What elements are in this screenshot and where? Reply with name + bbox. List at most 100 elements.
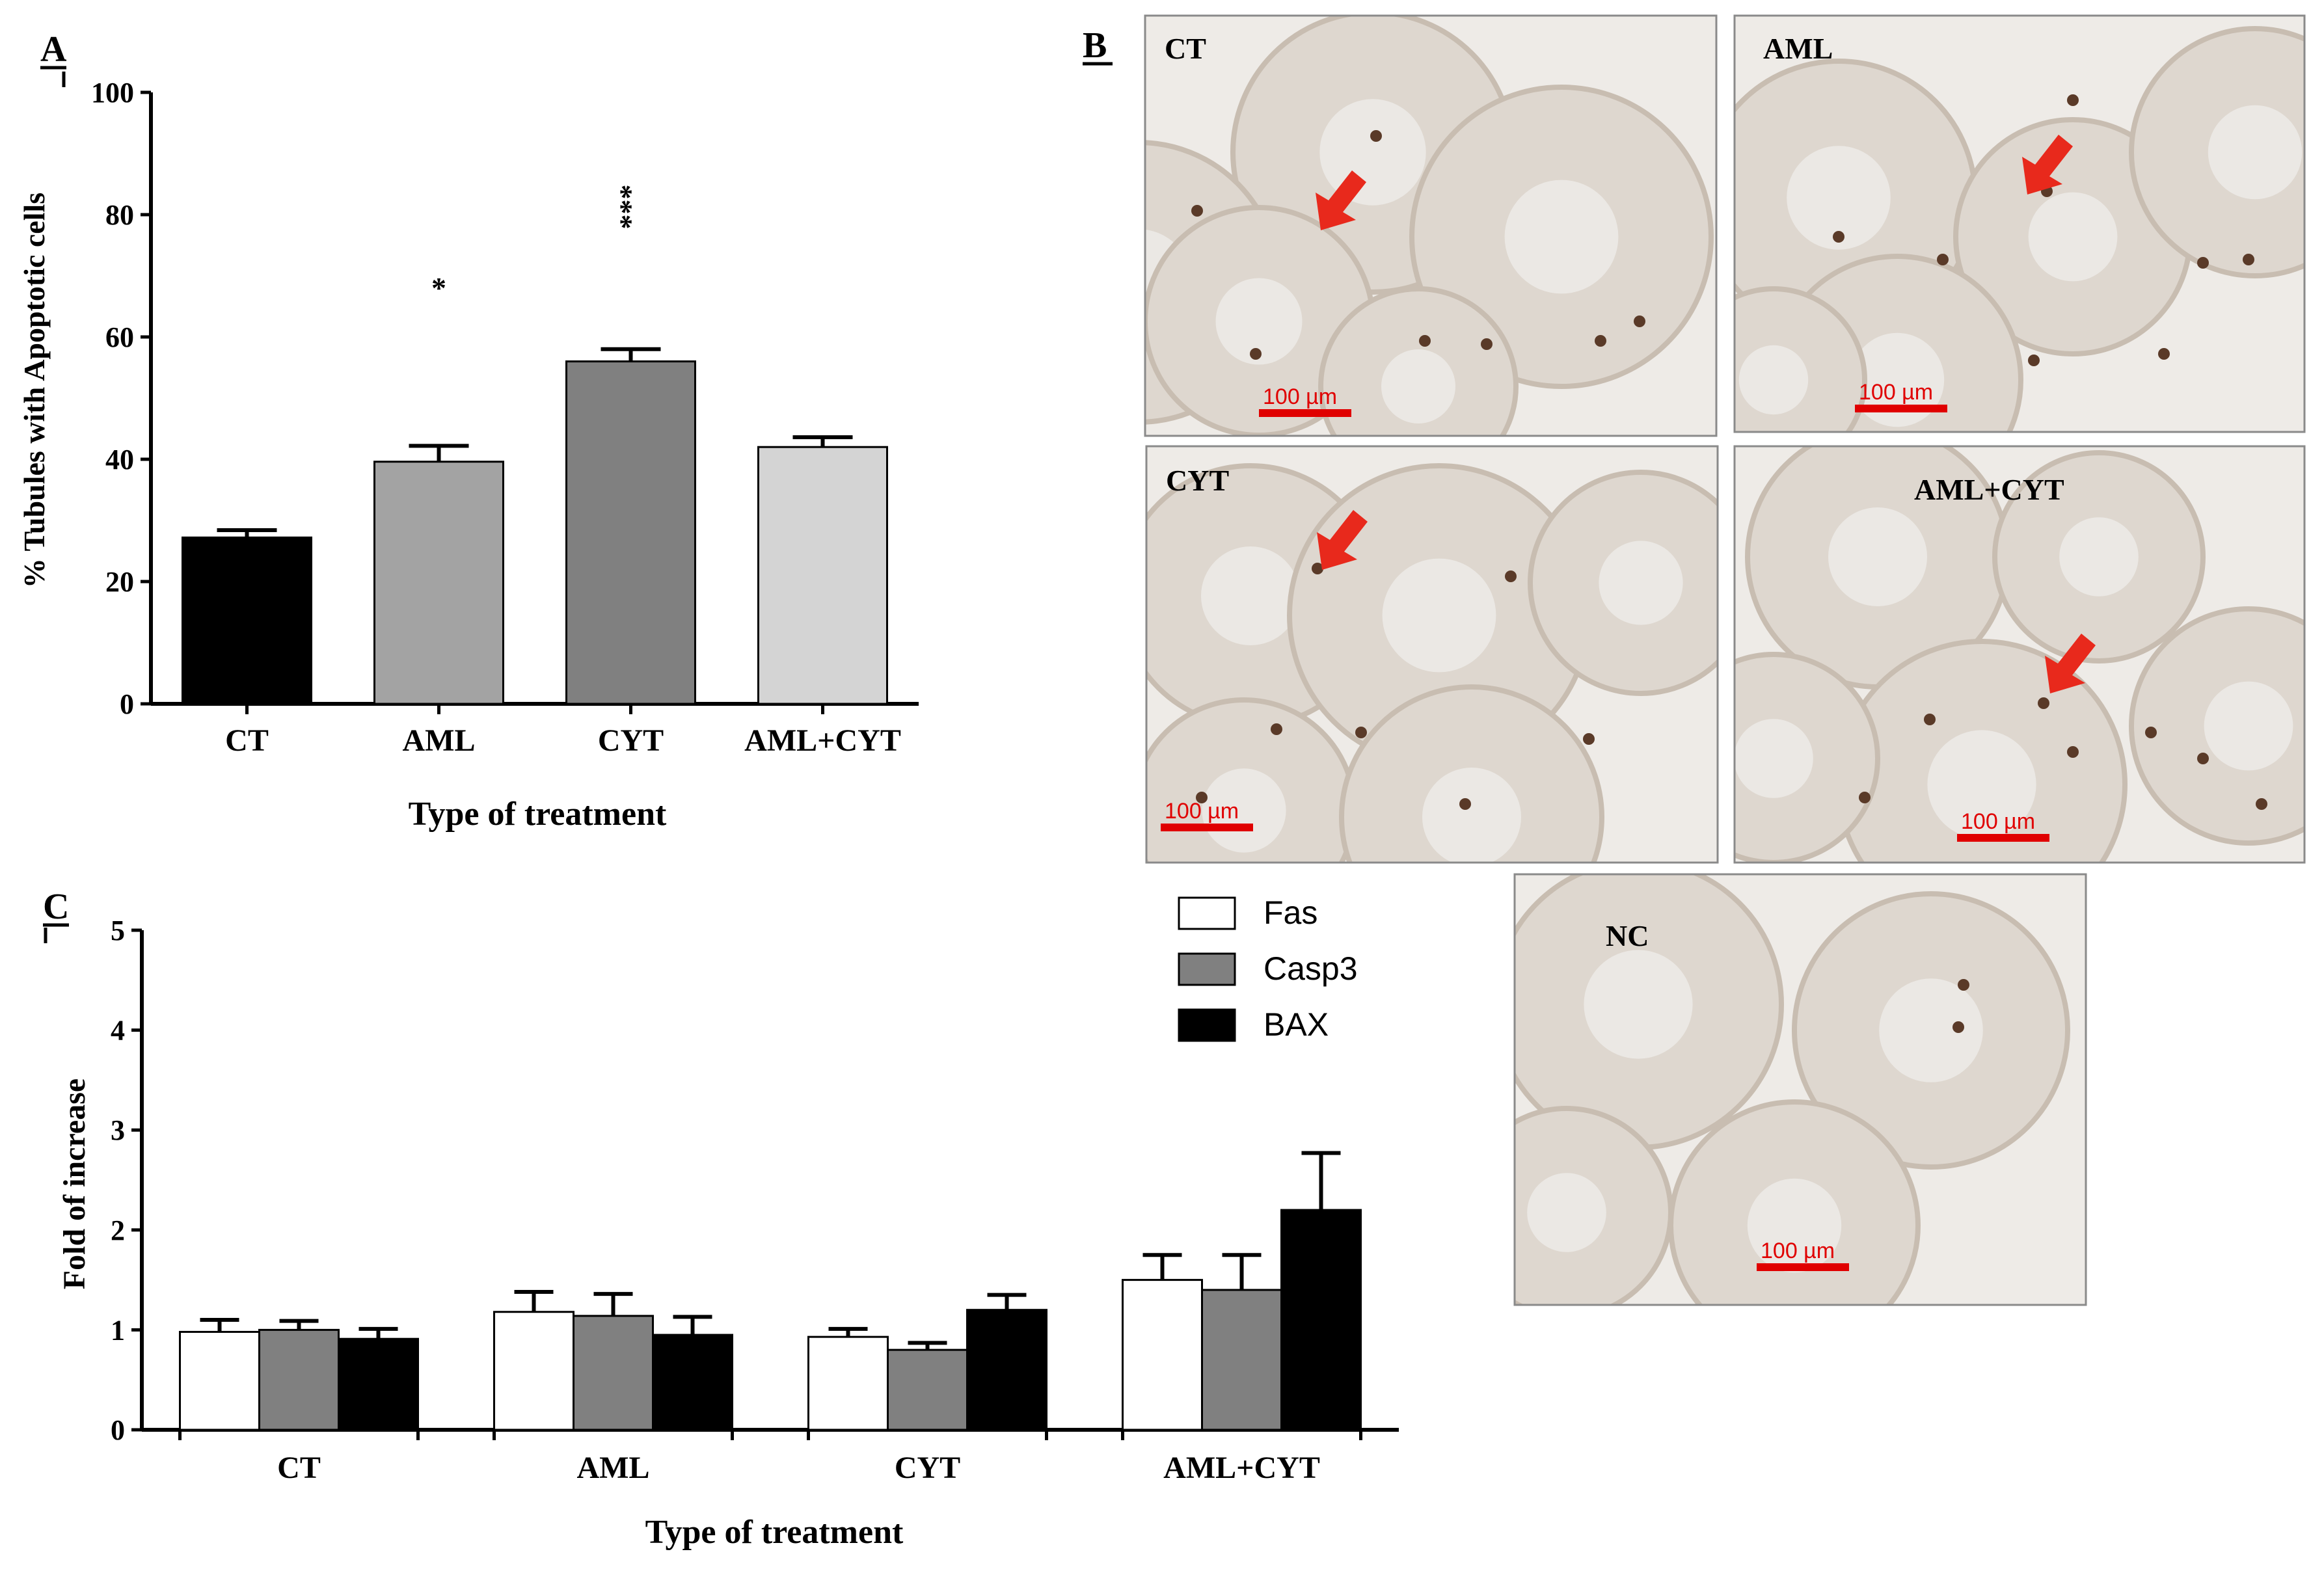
panel-a-y-axis-label: % Tubules with Apoptotic cells [18,193,51,588]
tubule-lumen [1584,950,1693,1059]
scale-bar [1957,834,2049,842]
panel-c-y-tick-label: 3 [111,1114,125,1146]
apoptotic-cell [2256,798,2267,810]
apoptotic-cell [1419,335,1431,347]
tubule-lumen [1599,541,1683,625]
tubule-lumen [1850,332,1945,427]
panel-c-bar-bax [652,1334,733,1431]
panel-a-bar [182,536,312,705]
panel-a-y-tick-label: 60 [105,321,134,353]
apoptotic-cell [1505,570,1517,582]
panel-c-bar-bax [966,1309,1047,1431]
scale-bar-label: 100 µm [1761,1239,1835,1263]
apoptotic-cell [1355,727,1367,738]
panel-c-chart: C 0 1 2 3 4 5 CT AML CYT AML+CYT Fas Casp3 BAX Fold… [43,887,1399,1551]
tubule-lumen [2059,517,2139,597]
panel-c-y-tick-label: 5 [111,915,125,946]
panel-a-x-tick-label: CT [225,723,269,758]
panel-c-x-axis-label: Type of treatment [645,1514,904,1551]
tubule-lumen [2028,192,2118,282]
panel-a-x-tick-label: AML+CYT [744,723,901,758]
tubule-lumen [1787,146,1891,250]
panel-a-x-axis-label: Type of treatment [409,796,667,833]
panel-a-bars: **** [182,185,888,705]
micrograph-image [1145,16,1716,436]
apoptotic-cell [1191,205,1203,217]
apoptotic-cell [1370,130,1382,142]
panel-a-y-tick-label: 100 [91,77,134,109]
tubule-lumen [1735,719,1813,798]
panel-c-legend: Fas Casp3 BAX [1178,894,1358,1043]
panel-b-micrographs: B CT 100 µm AML 100 µm CYT 100 µm AML+CYT 100 µ… [1083,14,2306,1306]
panel-c-legend-swatch [1178,1008,1236,1042]
panel-c-x-tick-label: AML+CYT [1163,1451,1320,1485]
panel-a-bar [565,360,696,705]
micrograph-label: NC [1606,919,1649,952]
micrograph-image [1515,874,2086,1305]
panel-a-x-tick-label: CYT [598,723,664,758]
apoptotic-cell [1634,315,1645,327]
panel-a-bar [757,446,888,705]
tubule-lumen [1215,278,1303,365]
apoptotic-cell [2243,254,2254,265]
micrograph-cyt: CYT 100 µm [1145,445,1719,864]
micrograph-image [1735,446,2304,863]
tubule-lumen [1927,730,2036,839]
apoptotic-cell [1833,231,1844,243]
apoptotic-cell [1481,338,1493,350]
micrograph-label: CT [1165,32,1206,65]
apoptotic-cell [1952,1021,1964,1033]
apoptotic-cell [1250,348,1262,360]
panel-a-x-tick-label: AML [403,723,476,758]
red-arrow-icon [1316,170,1366,230]
panel-a-significance-mark: * [431,271,446,304]
scale-bar [1259,409,1351,417]
apoptotic-cell [1459,798,1471,810]
tubule-lumen [2208,105,2303,200]
apoptotic-cell [1583,733,1595,745]
micrograph-nc: NC 100 µm [1513,873,2087,1306]
panel-c-legend-label: Fas [1263,894,1317,931]
panel-a-y-tick-label: 40 [105,444,134,476]
tubule-lumen [1504,180,1619,294]
scale-bar-label: 100 µm [1165,799,1239,824]
tubule-lumen [2204,681,2293,771]
apoptotic-cell [1312,563,1323,574]
micrograph-aml-cyt: AML+CYT 100 µm [1733,445,2306,864]
scale-bar-label: 100 µm [1961,809,2035,834]
micrograph-border [1145,445,1719,864]
apoptotic-cell [2197,257,2209,269]
panel-c-y-tick-label: 0 [111,1414,125,1446]
panel-c-x-tick-label: CYT [895,1451,960,1485]
tubule-lumen [1738,345,1809,415]
red-arrow-icon [2045,634,2096,693]
panel-c-y-axis-label: Fold of increase [57,1079,92,1289]
panel-c-y-tick-label: 1 [111,1314,125,1346]
apoptotic-cell [2067,94,2079,106]
apoptotic-cell [1937,254,1949,265]
micrograph-label: CYT [1166,464,1229,497]
panel-a-y-tick-label: 80 [105,199,134,231]
tubule-lumen [1879,978,1983,1082]
tubule-lumen [1319,99,1426,206]
apoptotic-cell [2028,355,2040,366]
panel-c-bar-fas [807,1335,889,1431]
tubule-lumen [1202,768,1286,853]
apoptotic-cell [2197,753,2209,764]
tubule-lumen [1382,558,1496,673]
micrograph-border [1144,14,1718,437]
scale-bar-label: 100 µm [1859,380,1933,405]
panel-a-bar [373,461,504,705]
panel-c-legend-swatch [1178,896,1236,930]
panel-c-bar-fas [179,1330,260,1431]
panel-c-y-tick-label: 4 [111,1015,125,1047]
micrograph-border [1513,873,2087,1306]
panel-a-y-tick-label: 0 [120,688,134,720]
panel-c-bar-bax [1280,1209,1362,1431]
scale-bar [1757,1263,1849,1271]
apoptotic-cell [2067,746,2079,758]
apoptotic-cell [1196,792,1208,803]
panel-c-bar-bax [338,1337,419,1431]
micrograph-border [1733,14,2306,433]
